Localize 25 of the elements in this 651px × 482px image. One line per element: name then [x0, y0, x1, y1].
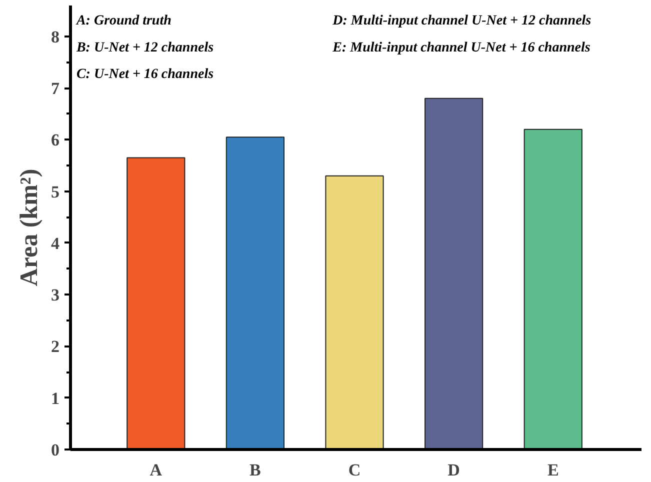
y-tick-label: 6 [51, 130, 60, 150]
bar [424, 98, 484, 450]
bar [524, 128, 582, 450]
x-tick-label: E [547, 460, 559, 480]
y-tick-label: 4 [51, 234, 60, 253]
annotation: E: Multi-input channel U-Net + 16 channels [332, 40, 591, 56]
x-tick-label: C [348, 460, 361, 480]
y-tick-label: 7 [51, 79, 60, 98]
y-tick-label: 1 [51, 388, 60, 408]
bar [325, 175, 384, 450]
bar [226, 136, 285, 450]
x-tick-label: B [250, 460, 261, 480]
y-tick-label: 0 [51, 440, 60, 460]
y-tick-label: 8 [51, 27, 60, 46]
x-tick-label: A [150, 460, 163, 480]
y-tick-label: 2 [51, 337, 60, 356]
annotation: B: U-Net + 12 channels [75, 40, 214, 56]
bar [126, 157, 186, 450]
y-axis-title: Area (km²) [16, 168, 43, 286]
x-tick-label: D [448, 460, 460, 480]
annotation: C: U-Net + 16 channels [76, 67, 214, 82]
y-tick-label: 3 [51, 286, 60, 305]
annotation: D: Multi-input channel U-Net + 12 channels [332, 13, 592, 28]
y-tick-label: 5 [51, 182, 60, 202]
annotation: A: Ground truth [75, 13, 172, 28]
